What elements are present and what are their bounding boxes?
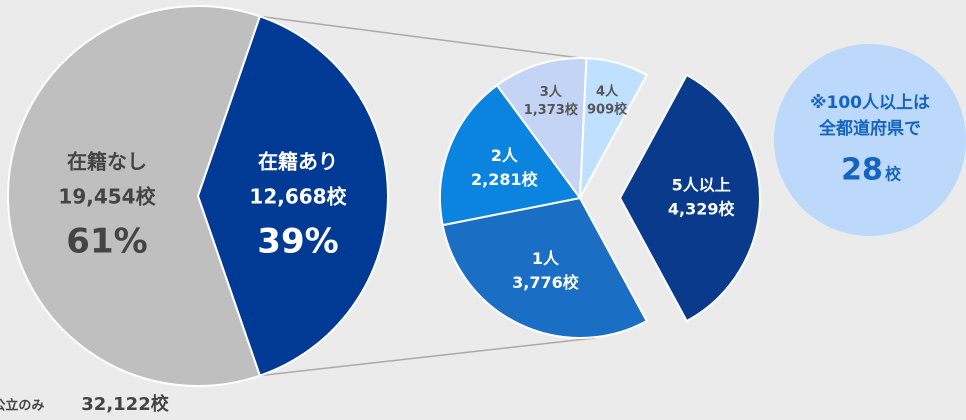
annotation-value: 28 — [841, 153, 883, 188]
value-label: 3,776校 — [512, 273, 580, 292]
slice-label: 4人 — [596, 83, 619, 99]
value-label: 2,281校 — [471, 170, 539, 189]
value-label: 1,373校 — [524, 102, 579, 118]
pie-slice — [439, 83, 582, 227]
pie-slice — [579, 57, 649, 199]
percent-label: 61% — [66, 222, 147, 262]
pie-slice — [441, 196, 649, 339]
connector-line — [259, 337, 596, 377]
annotation-text: 全都道府県で — [818, 118, 921, 139]
value-label: 12,668校 — [249, 185, 347, 209]
slice-label: 2人 — [491, 146, 519, 165]
slice-label: 5人以上 — [672, 176, 731, 195]
slice-label: 1人 — [532, 249, 560, 268]
pie-slice — [618, 73, 761, 323]
slice-label: 在籍なし — [67, 150, 147, 174]
pie-slice — [495, 57, 588, 201]
slice-label: 3人 — [540, 84, 563, 100]
annotation-unit: 校 — [885, 165, 902, 184]
pie-slice — [196, 15, 389, 377]
slice-label: 在籍あり — [258, 150, 338, 174]
footnote: ※公立のみ — [0, 398, 44, 414]
pie-slice — [7, 5, 262, 387]
value-label: 4,329校 — [668, 200, 736, 219]
value-label: 909校 — [587, 101, 628, 117]
value-label: 19,454校 — [58, 185, 156, 209]
percent-label: 39% — [257, 222, 338, 262]
annotation-bubble — [774, 44, 966, 236]
total-label: 32,122校 — [81, 393, 169, 415]
annotation-text: ※100人以上は — [810, 93, 930, 113]
connector-line — [259, 15, 581, 59]
